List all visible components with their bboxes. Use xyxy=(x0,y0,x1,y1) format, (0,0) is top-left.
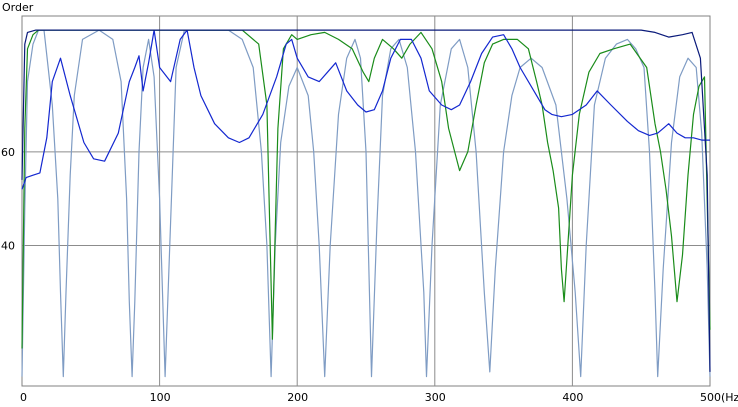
y-tick-label: 60 xyxy=(1,146,15,159)
x-tick-label: 200 xyxy=(287,391,308,404)
series-lines xyxy=(21,29,711,378)
y-axis-label: Order xyxy=(2,1,34,14)
x-tick-label: 100 xyxy=(150,391,171,404)
axis-ticks: 0 100 200 300 400 500(Hz) 40 60 xyxy=(1,146,738,404)
plot-area xyxy=(21,15,711,387)
x-tick-label: 500(Hz) xyxy=(700,391,738,404)
series-line-2 xyxy=(21,29,710,190)
series-line-4 xyxy=(21,29,711,378)
y-tick-label: 40 xyxy=(1,239,15,252)
x-tick-label: 0 xyxy=(20,391,27,404)
x-tick-label: 300 xyxy=(425,391,446,404)
series-line-1 xyxy=(21,29,711,372)
series-line-3 xyxy=(21,29,711,349)
x-tick-label: 400 xyxy=(562,391,583,404)
